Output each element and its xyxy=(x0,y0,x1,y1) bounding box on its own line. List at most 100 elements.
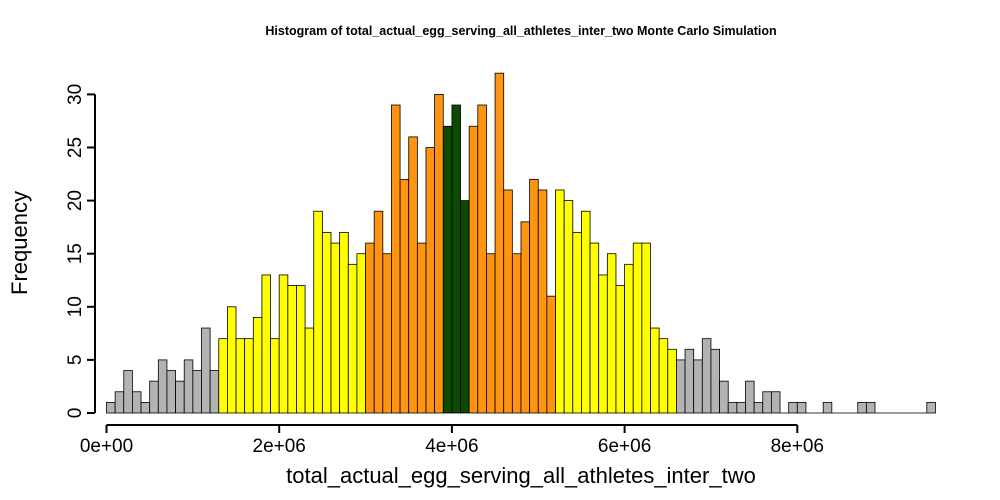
histogram-bar xyxy=(736,401,746,414)
histogram-bar xyxy=(719,380,729,414)
histogram-bar xyxy=(434,94,444,414)
x-tick-label: 4e+06 xyxy=(425,436,478,457)
y-tick-label: 20 xyxy=(65,190,86,211)
histogram-bar xyxy=(520,221,531,414)
histogram-bar xyxy=(339,232,349,414)
histogram-bar xyxy=(632,242,643,414)
histogram-bar xyxy=(252,317,263,414)
histogram-bar xyxy=(373,210,384,414)
histogram-bar xyxy=(460,200,470,414)
histogram-bar xyxy=(416,242,427,414)
histogram-bar xyxy=(408,136,418,414)
histogram-bar xyxy=(529,178,539,414)
histogram-bar xyxy=(468,125,479,414)
x-tick-label: 0e+00 xyxy=(80,436,133,457)
histogram-bar xyxy=(606,253,617,414)
histogram-bar xyxy=(598,274,608,414)
histogram-bar xyxy=(183,359,194,414)
histogram-bar xyxy=(762,391,772,414)
histogram-bar xyxy=(296,285,306,414)
histogram-bar xyxy=(624,263,634,414)
histogram-bar xyxy=(330,242,341,414)
y-axis-label: Frequency xyxy=(7,191,32,295)
histogram-bar xyxy=(745,380,755,414)
histogram-bar xyxy=(684,348,695,414)
histogram-bar xyxy=(106,401,116,414)
histogram-bar xyxy=(511,253,522,414)
histogram-bar xyxy=(563,200,574,414)
x-axis-label: total_actual_egg_serving_all_athletes_in… xyxy=(286,463,756,488)
histogram-bar xyxy=(244,338,254,414)
histogram-bar xyxy=(261,274,271,414)
histogram-bar xyxy=(650,327,660,414)
histogram-bar xyxy=(572,232,582,414)
x-tick-label: 2e+06 xyxy=(253,436,306,457)
histogram-bar xyxy=(589,242,600,414)
histogram-bar xyxy=(391,104,401,414)
histogram-bar xyxy=(313,210,323,414)
histogram-bar xyxy=(114,391,125,414)
histogram-bar xyxy=(123,370,133,414)
histogram-bar xyxy=(157,359,168,414)
histogram-bar xyxy=(857,401,867,414)
histogram-bar xyxy=(503,189,513,414)
histogram-bar xyxy=(192,370,202,414)
histogram-bar xyxy=(486,253,496,414)
histogram-bar xyxy=(365,242,375,414)
histogram-bar xyxy=(477,104,487,414)
histogram-bar xyxy=(788,401,798,414)
x-tick-label: 6e+06 xyxy=(598,436,651,457)
histogram-bar xyxy=(701,338,712,414)
y-tick-label: 0 xyxy=(65,408,86,419)
histogram-bar xyxy=(201,327,211,414)
histogram-bar xyxy=(770,391,781,414)
histogram-bar xyxy=(926,401,936,414)
histogram-bar xyxy=(347,263,358,414)
histogram-bar xyxy=(676,359,686,414)
histogram-bar xyxy=(494,72,505,414)
histogram-bar xyxy=(270,338,280,414)
y-tick-label: 30 xyxy=(65,84,86,105)
x-axis: 0e+00 2e+06 4e+06 6e+06 8e+06 xyxy=(80,424,824,457)
histogram-bar xyxy=(382,253,392,414)
y-tick-label: 5 xyxy=(65,355,86,366)
histogram-bar xyxy=(321,232,332,414)
y-axis: 0 5 10 15 20 25 30 xyxy=(65,84,96,419)
histogram-bar xyxy=(753,401,764,414)
histogram-bar xyxy=(796,401,807,414)
histogram-bar xyxy=(218,338,228,414)
histogram-bar xyxy=(442,125,453,414)
bars-group xyxy=(106,72,936,414)
histogram-bar xyxy=(537,189,548,414)
histogram-bar xyxy=(641,242,651,414)
histogram-bar xyxy=(710,348,720,414)
histogram-bar xyxy=(287,285,297,414)
histogram-bar xyxy=(658,338,669,414)
histogram-bar xyxy=(278,274,289,414)
histogram-bar xyxy=(235,338,246,414)
histogram-bar xyxy=(166,370,176,414)
histogram-bar xyxy=(140,401,151,414)
histogram-bar xyxy=(546,295,556,414)
histogram-bar xyxy=(132,391,142,414)
y-tick-label: 15 xyxy=(65,243,86,264)
y-tick-label: 10 xyxy=(65,296,86,317)
histogram-bar xyxy=(399,178,410,414)
histogram-bar xyxy=(615,285,626,414)
histogram-bar xyxy=(667,348,677,414)
histogram-bar xyxy=(356,253,366,414)
histogram-bar xyxy=(581,210,591,414)
y-tick-label: 25 xyxy=(65,137,86,158)
histogram-bar xyxy=(693,359,703,414)
histogram-bar xyxy=(555,189,565,414)
chart-title: Histogram of total_actual_egg_serving_al… xyxy=(265,24,776,38)
histogram-bar xyxy=(175,380,185,414)
histogram-bar xyxy=(727,401,738,414)
x-tick-label: 8e+06 xyxy=(771,436,824,457)
histogram-bar xyxy=(425,147,436,414)
histogram-bar xyxy=(149,380,159,414)
histogram-bar xyxy=(226,306,237,414)
histogram-bar xyxy=(304,327,315,414)
